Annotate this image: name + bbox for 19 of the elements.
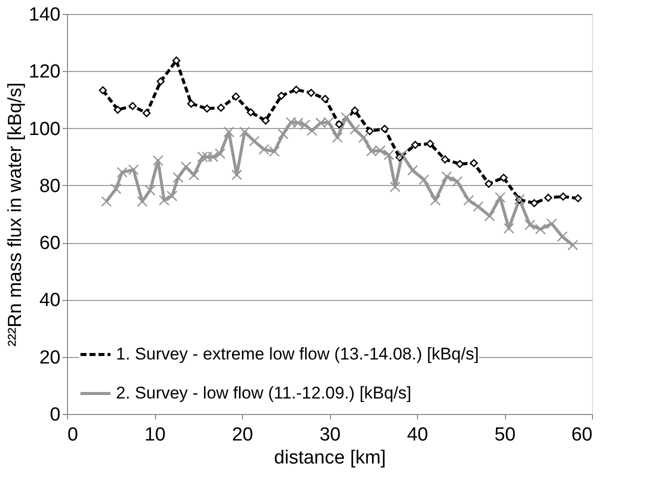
x-tick-label: 60	[571, 424, 592, 446]
y-tick-label: 100	[28, 118, 60, 140]
y-tick-label: 20	[39, 347, 60, 368]
x-tick-label: 50	[494, 424, 516, 446]
y-tick-label: 120	[28, 62, 60, 83]
x-tick-label: 10	[144, 424, 166, 446]
y-tick-label: 0	[50, 404, 60, 426]
y-tick-label: 80	[39, 176, 60, 197]
legend-label: 1. Survey - extreme low flow (13.-14.08.) [kBq/s]	[116, 344, 479, 364]
x-tick-label: 30	[319, 424, 341, 446]
x-axis-title: distance [km]	[274, 448, 386, 468]
x-tick-label: 0	[68, 424, 78, 446]
y-tick-label: 140	[28, 4, 60, 26]
y-tick-label: 60	[39, 233, 60, 254]
y-axis-title: ²²²Rn mass flux in water [kBq/s]	[4, 82, 26, 346]
legend-label: 2. Survey - low flow (11.-12.09.) [kBq/s]	[116, 384, 412, 402]
x-tick-label: 40	[406, 424, 428, 446]
x-tick-label: 20	[232, 424, 254, 446]
y-tick-label: 40	[39, 290, 60, 312]
